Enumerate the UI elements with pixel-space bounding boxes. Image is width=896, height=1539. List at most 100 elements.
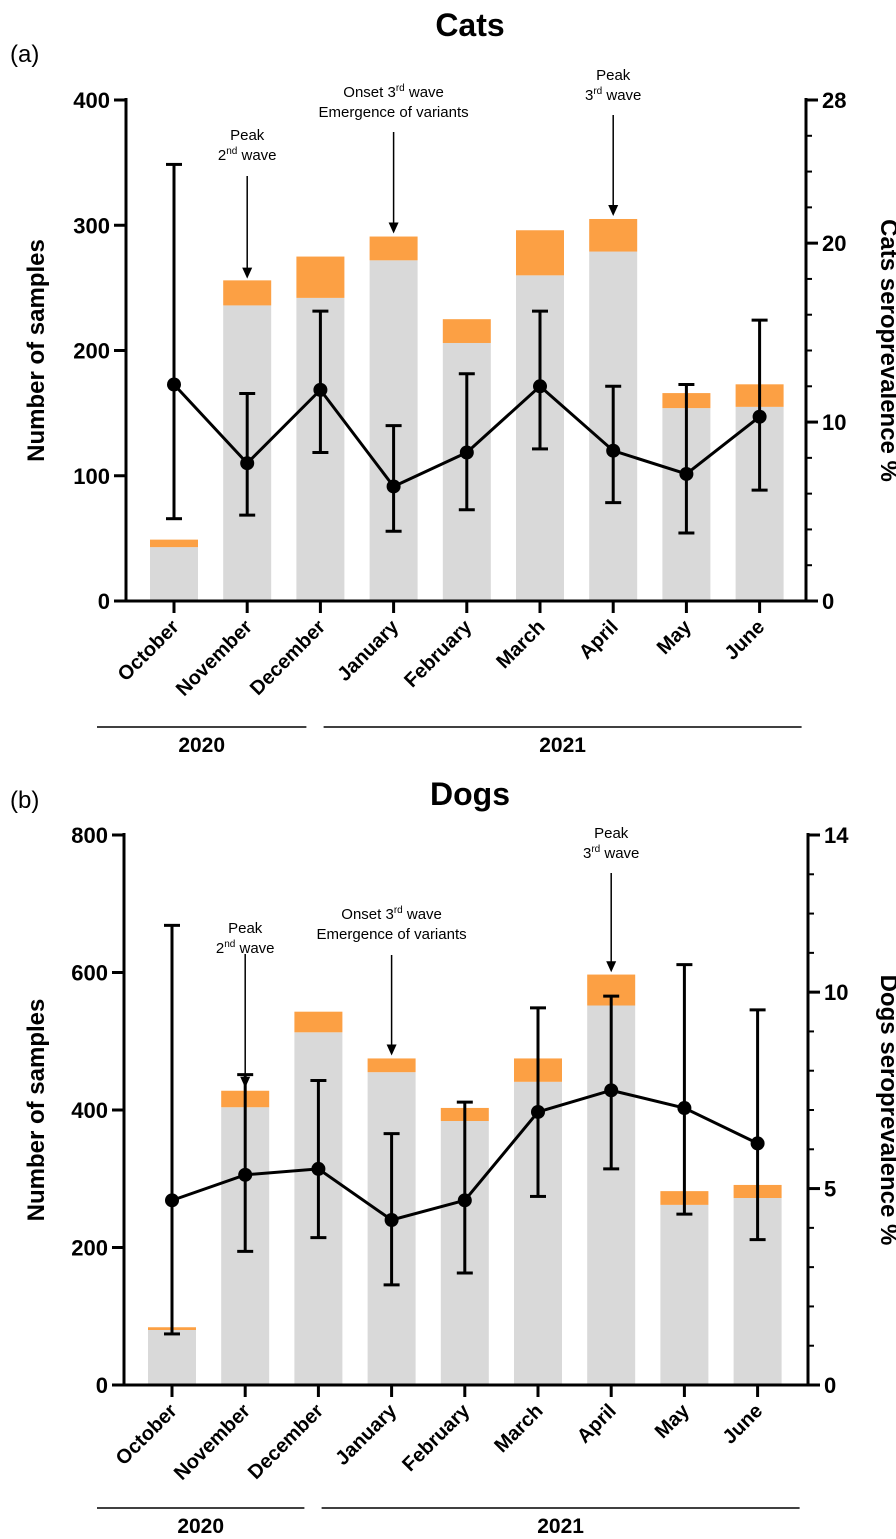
panel-cats-seroprevalence-point — [752, 409, 767, 424]
panel-cats-month-label: April — [575, 616, 623, 664]
panel-dogs-title: Dogs — [430, 776, 510, 812]
panel-cats-seroprevalence-point — [459, 445, 474, 460]
panel-cats-y2tick-label: 20 — [822, 231, 846, 256]
panel-dogs-y2tick-label: 14 — [824, 823, 849, 848]
panel-cats-bar-positive — [442, 319, 491, 343]
panel-dogs-month-label: April — [573, 1400, 621, 1448]
annotation-prefix: Onset 3 — [343, 84, 396, 101]
panel-dogs-y2label: Dogs seroprevalence % — [875, 975, 896, 1246]
panel-dogs-month-label: March — [490, 1400, 547, 1457]
panel-cats-month-label: June — [721, 616, 770, 665]
panel-cats-annotation-line1: Peak — [230, 127, 265, 144]
annotation-superscript: rd — [396, 83, 405, 94]
annotation-number: 3 — [585, 87, 593, 104]
panel-dogs-y2tick-label: 0 — [824, 1373, 836, 1398]
panel-cats-annotation: Peak 3rd wave — [585, 67, 641, 216]
panel-cats-bar-negative — [150, 547, 198, 601]
panel-cats-seroprevalence-point — [386, 479, 401, 494]
panel-cats-seroprevalence-point — [167, 377, 181, 392]
panel-cats-bar-positive — [369, 236, 418, 261]
panel-cats-annotation-arrowhead — [608, 204, 619, 216]
panel-cats-seroprevalence-point — [606, 443, 621, 458]
panel-cats-year-label: 2021 — [539, 734, 586, 757]
panel-cats-bar-positive — [150, 539, 198, 548]
panel-dogs-annotation-arrowhead — [606, 961, 617, 973]
panel-cats-month-label: May — [653, 615, 697, 659]
panel-cats-chart: Cats (a) 0 100 200 300 400 0 10 20 28 Number of sam… — [10, 7, 896, 757]
panel-cats-seroprevalence-point — [240, 456, 255, 471]
panel-dogs-annotation-line1: Peak — [594, 825, 629, 842]
panel-dogs-annotation-line1: Onset 3rd wave — [341, 905, 442, 923]
panel-dogs-year-label: 2020 — [177, 1515, 224, 1538]
panel-cats-annotation-arrowhead — [388, 222, 399, 234]
panel-cats-year-label: 2020 — [178, 734, 225, 757]
panel-dogs-annotation: Peak 3rd wave — [583, 825, 639, 973]
annotation-suffix: wave — [235, 940, 274, 957]
panel-cats-month-label: March — [492, 616, 549, 673]
panel-dogs-ytick-label: 200 — [71, 1236, 108, 1261]
panel-dogs-annotation: Onset 3rd wave Emergence of variants — [317, 905, 467, 1056]
panel-cats-seroprevalence-point — [533, 379, 547, 394]
panel-dogs-ylabel: Number of samples — [23, 999, 50, 1222]
panel-dogs-letter: (b) — [10, 787, 39, 814]
panel-dogs-month-label: February — [398, 1399, 475, 1476]
panel-cats-annotation-line2: Emergence of variants — [319, 104, 469, 121]
panel-cats-bar-positive — [589, 218, 638, 252]
panel-dogs-annotation-line2: 3rd wave — [583, 844, 639, 862]
annotation-superscript: rd — [591, 844, 600, 855]
panel-dogs-seroprevalence-point — [750, 1136, 765, 1151]
panel-cats-y2tick-label: 0 — [822, 589, 834, 614]
panel-dogs-seroprevalence-point — [165, 1193, 179, 1208]
panel-dogs-month-label: December — [244, 1400, 328, 1484]
panel-dogs-month-label: November — [170, 1400, 255, 1485]
panel-dogs-seroprevalence-point — [677, 1101, 692, 1116]
panel-dogs-annotation-line1: Peak — [228, 920, 263, 937]
panel-dogs-annotation-line2: Emergence of variants — [317, 926, 467, 943]
panel-cats-bar-positive — [516, 230, 564, 276]
panel-dogs-month-label: October — [112, 1400, 182, 1470]
panel-dogs-seroprevalence-point — [457, 1193, 472, 1208]
annotation-prefix: Onset 3 — [341, 906, 394, 923]
panel-cats-annotation-line1: Peak — [596, 67, 631, 84]
panel-cats-annotation-line1: Onset 3rd wave — [343, 83, 444, 101]
panel-dogs-chart: Dogs (b) 0 200 400 600 800 0 5 10 14 Number of samp… — [10, 776, 896, 1538]
panel-cats-y2tick-label: 10 — [822, 410, 846, 435]
panel-cats-seroprevalence-point — [679, 466, 694, 481]
panel-cats-ylabel: Number of samples — [23, 239, 50, 462]
panel-dogs-seroprevalence-point — [311, 1161, 326, 1176]
annotation-superscript: nd — [226, 146, 237, 157]
panel-cats-annotation-arrowhead — [242, 267, 253, 279]
panel-dogs-month-label: May — [651, 1399, 695, 1443]
annotation-number: 2 — [216, 940, 224, 957]
panel-dogs-bar-positive — [294, 1011, 343, 1033]
panel-cats-ytick-label: 200 — [73, 339, 110, 364]
annotation-superscript: rd — [394, 905, 403, 916]
panel-cats-annotation: Onset 3rd wave Emergence of variants — [319, 83, 469, 234]
annotation-number: 2 — [218, 147, 226, 164]
panel-dogs-annotation-arrowhead — [240, 1076, 251, 1088]
annotation-superscript: rd — [593, 86, 602, 97]
panel-cats-seroprevalence-point — [313, 382, 328, 397]
panel-dogs-y2tick-label: 5 — [824, 1177, 836, 1202]
panel-cats-ytick-label: 100 — [73, 464, 110, 489]
panel-dogs-seroprevalence-point — [604, 1083, 619, 1098]
panel-cats-y2label: Cats seroprevalence % — [875, 219, 896, 482]
panel-cats-bar-positive — [223, 280, 272, 306]
panel-cats-ytick-label: 300 — [73, 213, 110, 238]
panel-dogs-ytick-label: 0 — [96, 1373, 108, 1398]
panel-dogs-seroprevalence-point — [384, 1213, 399, 1227]
panel-dogs-seroprevalence-point — [238, 1167, 253, 1182]
panel-dogs-month-label: January — [331, 1399, 401, 1469]
panel-cats-ytick-label: 0 — [98, 589, 110, 614]
panel-dogs-year-label: 2021 — [537, 1515, 584, 1538]
panel-cats-letter: (a) — [10, 41, 39, 68]
panel-cats-annotation-line2: 3rd wave — [585, 86, 641, 104]
panel-cats-bar-positive — [296, 256, 345, 298]
panel-cats-ytick-label: 400 — [73, 88, 110, 113]
panel-dogs-ytick-label: 800 — [71, 823, 108, 848]
panel-dogs-ytick-label: 600 — [71, 961, 108, 986]
annotation-superscript: nd — [224, 939, 235, 950]
